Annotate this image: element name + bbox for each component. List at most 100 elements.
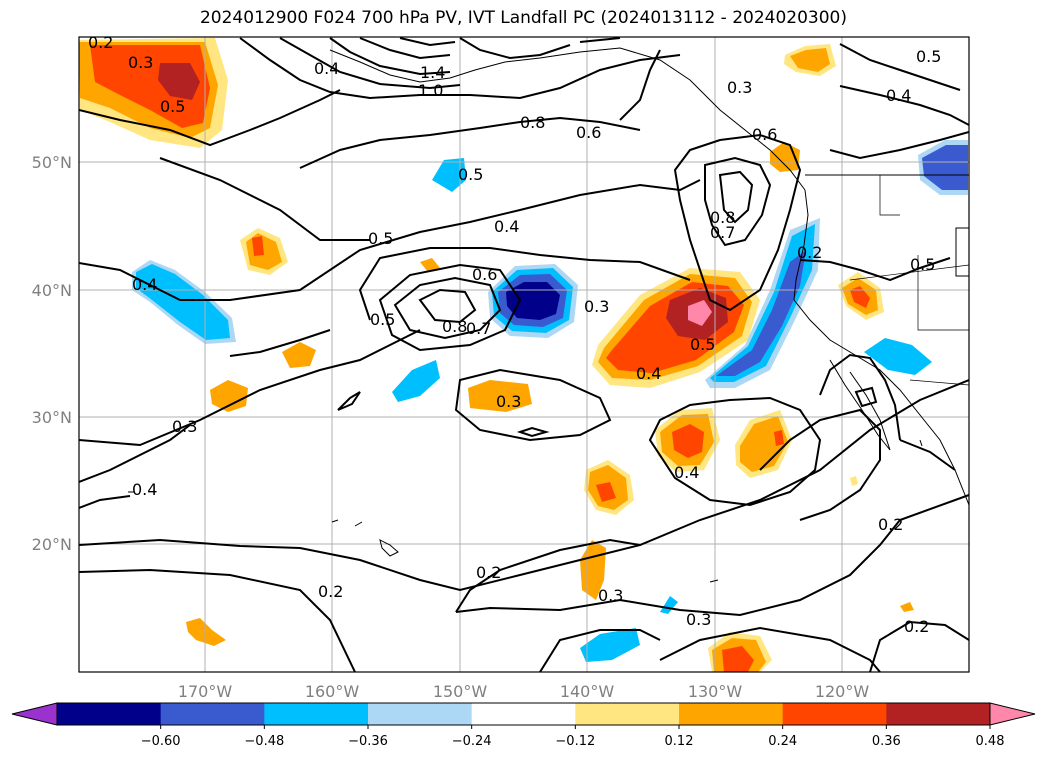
contour-line [229,329,331,357]
contour-line [718,170,754,224]
contour-line [829,131,969,160]
shade-cool-baja [864,338,932,375]
contour-label: 0.6 [472,265,497,284]
contour-line [869,620,969,672]
contour-label: 0.5 [690,335,715,354]
colorbar-tick-label: 0.12 [665,734,694,749]
contour-label: 0.3 [172,417,197,436]
contour-label: 0.5 [368,229,393,248]
contour-line [839,43,961,91]
shade-warm-small [672,424,704,458]
x-tick-label: 170°W [178,682,233,701]
shade-warm-nw [158,63,200,100]
colorbar-tick-label: −0.24 [452,734,492,749]
contour-line [673,133,802,312]
contour-label: 0.8 [710,208,735,227]
shade-warm-small [850,286,870,308]
colorbar-cells [12,703,1035,725]
colorbar-tick-label: 0.24 [768,734,797,749]
shade-warm-small [282,342,316,368]
contour-line [455,538,641,613]
contour-line [79,179,701,301]
colorbar-tick-label: −0.60 [141,734,181,749]
x-tick-label: 120°W [815,682,870,701]
y-tick-label: 30°N [32,408,72,427]
contour-line [159,157,370,241]
contour-label: 0.5 [916,47,941,66]
contour-line [619,49,661,121]
coast-westus [793,189,969,506]
contour-line [79,89,341,147]
colorbar-cell [368,703,473,725]
contour-line [659,626,881,672]
contour-label: 0.2 [797,243,822,262]
colorbar-tick-label: −0.36 [348,734,388,749]
contour-line [79,568,356,672]
contour-labels: 0.2 0.3 0.4 1.4 1.0 0.8 0.6 0.3 0.5 0.6 … [88,33,941,636]
contour-line [454,368,612,442]
contour-line [759,408,881,521]
contour-label: 0.6 [752,125,777,144]
gridlines [79,37,969,672]
border-frame-ne [955,227,969,277]
shade-cool-coast [716,250,806,376]
colorbar-tick-label: 0.48 [976,734,1005,749]
colorbar-cell [264,703,369,725]
colorbar-tick-label: −0.12 [555,734,595,749]
colorbar-cell [990,703,1035,725]
contour-label: 0.4 [674,463,699,482]
coast-baja [829,359,891,451]
contour-line [393,276,502,340]
contour-line [455,494,969,617]
colorbar-cell [782,703,887,725]
contour-line [239,37,681,100]
shade-warm-central [688,300,712,326]
contour-label: 0.4 [314,59,339,78]
contour-line [79,495,131,509]
colorbar-cell [886,703,991,725]
contour-label: 0.3 [496,392,521,411]
contour-label: 0.3 [598,586,623,605]
contour-label: 1.4 [420,63,445,82]
contour-label: 0.3 [584,297,609,316]
x-tick-label: 140°W [560,682,615,701]
shade-warm-small [900,602,914,612]
contour-label: 0.8 [442,317,467,336]
contour-line [359,37,451,60]
shade-cool-south [660,596,678,614]
contour-label: 0.5 [370,310,395,329]
x-tick-label: 160°W [305,682,360,701]
contour-label: 0.4 [494,217,519,236]
contour-line [399,37,456,47]
shade-cool-coast [710,224,815,382]
contour-line [839,85,969,126]
contour-line [279,37,461,90]
contour-line [418,288,477,324]
x-tick-label: 130°W [688,682,743,701]
contour-label: 0.4 [132,480,157,499]
contour-label: 0.3 [727,78,752,97]
contour-label: 0.4 [132,275,157,294]
shade-cool-mid [392,360,440,402]
shade-warm-small [722,646,754,672]
colorbar-cell [575,703,680,725]
shade-cool-south [580,628,640,662]
pv-contours [79,37,969,672]
map-frame [78,36,970,673]
shade-cool-north [432,158,466,192]
border-states [849,175,969,386]
contour-label: 0.5 [910,255,935,274]
colorbar: −0.60 −0.48 −0.36 −0.24 −0.12 0.12 0.24 0.36 0.4… [11,702,1036,749]
shade-warm-small [850,476,858,486]
contour-line [539,629,661,672]
shade-warm-small [210,380,248,412]
island-small [128,439,923,583]
contour-line [79,424,191,483]
colorbar-cell [12,703,57,725]
colorbar-ticks: −0.60 −0.48 −0.36 −0.24 −0.12 0.12 0.24 0.36 0.4… [141,725,1005,749]
shade-warm-small [790,48,830,72]
colorbar-cell [57,703,162,725]
contour-label: 0.7 [466,319,491,338]
contour-label: 0.2 [88,33,113,52]
